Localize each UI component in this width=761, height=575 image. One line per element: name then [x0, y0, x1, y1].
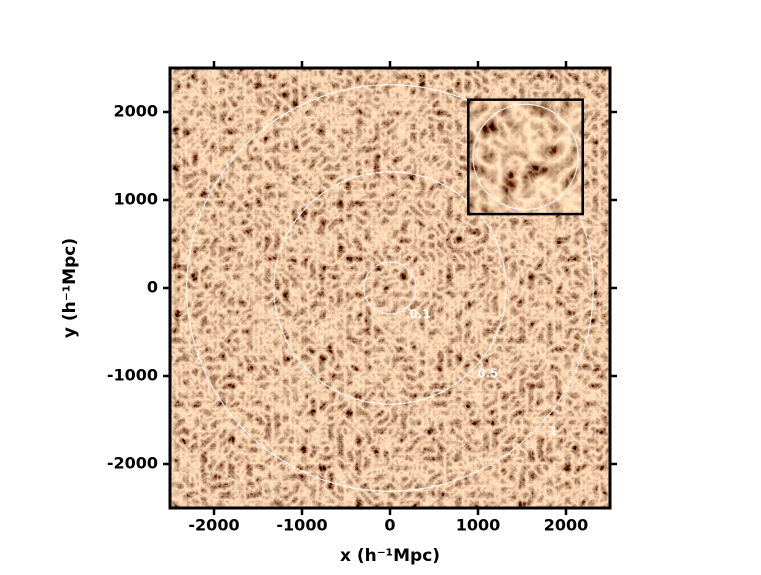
x-tick-label: -2000: [188, 516, 239, 535]
inset-box: [467, 98, 584, 216]
x-axis-label: x (h⁻¹Mpc): [340, 546, 440, 566]
redshift-circle: [273, 171, 507, 405]
x-tick-label: 2000: [544, 516, 589, 535]
x-tick-label: 0: [384, 516, 395, 535]
y-tick-label: 1000: [113, 190, 158, 209]
y-tick-label: -1000: [107, 366, 158, 385]
redshift-label: 0.1: [409, 307, 430, 321]
redshift-circle: [363, 261, 417, 315]
redshift-label: 0.5: [477, 366, 498, 380]
redshift-label: 1: [549, 424, 557, 438]
inset-image: [468, 99, 583, 215]
x-tick-label: -1000: [276, 516, 327, 535]
y-axis-label: y (h⁻¹Mpc): [60, 238, 80, 338]
redshift-circle: [186, 84, 594, 492]
inset-circle: [472, 103, 579, 211]
y-tick-label: 0: [147, 278, 158, 297]
y-tick-label: -2000: [107, 454, 158, 473]
y-tick-label: 2000: [113, 102, 158, 121]
x-tick-label: 1000: [456, 516, 501, 535]
